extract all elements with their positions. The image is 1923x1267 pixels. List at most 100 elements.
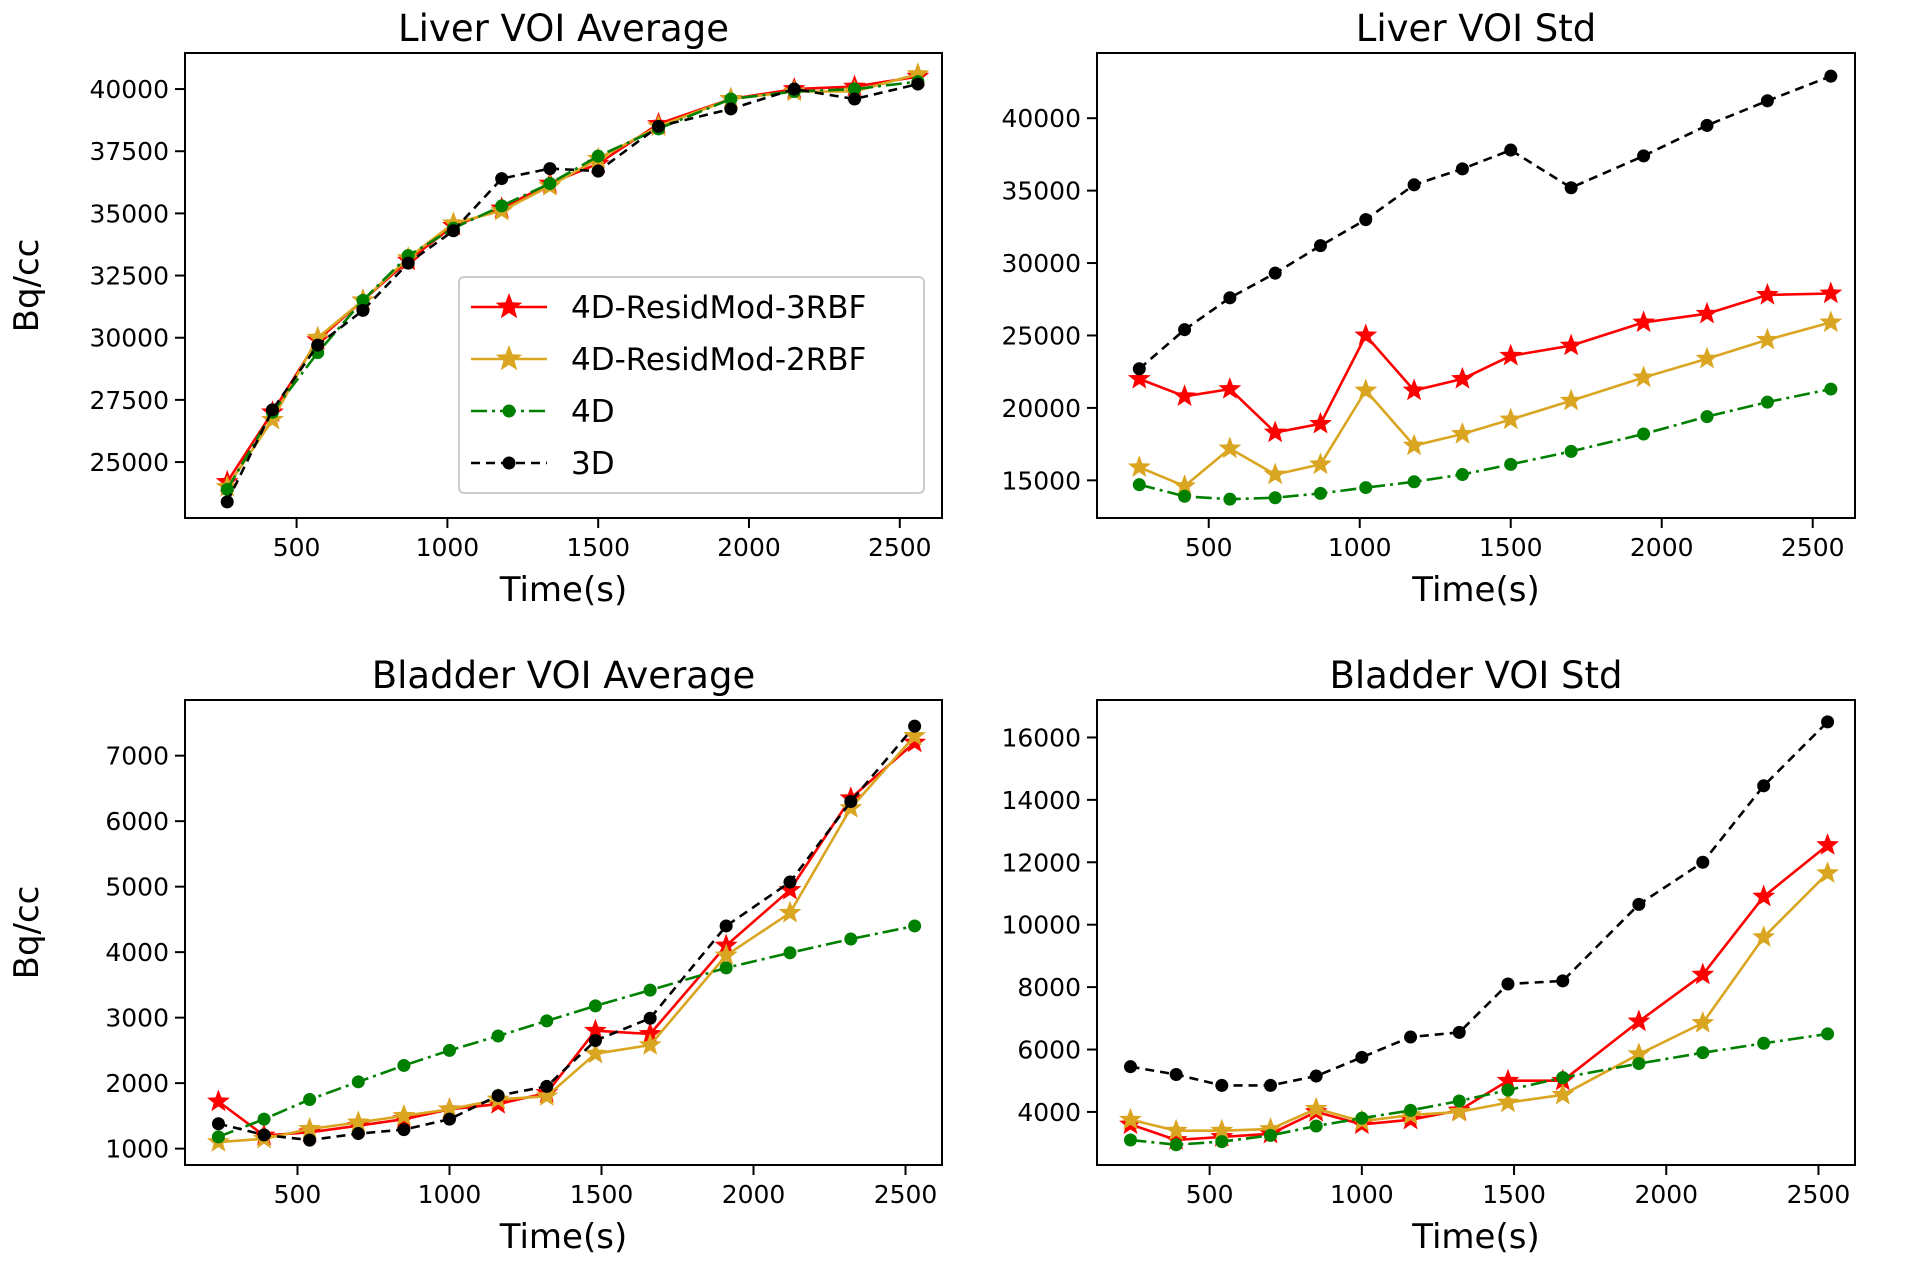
legend-entry-4d: 4D	[471, 394, 615, 430]
data-point	[783, 946, 797, 960]
data-point	[588, 999, 602, 1013]
data-point	[1404, 1103, 1418, 1117]
x-tick-label: 500	[1185, 533, 1233, 562]
series-3d	[1123, 715, 1835, 1092]
data-point	[1268, 491, 1282, 505]
data-point	[844, 795, 858, 809]
y-tick-label: 3000	[105, 1004, 169, 1033]
x-tick-label: 1000	[1330, 1180, 1394, 1209]
data-point	[1564, 444, 1578, 458]
data-point	[211, 1117, 225, 1131]
data-point	[257, 1128, 271, 1142]
x-tick-label: 1500	[570, 1180, 634, 1209]
data-point	[257, 1112, 271, 1126]
data-point	[1309, 452, 1332, 475]
data-point	[1627, 1042, 1651, 1064]
data-point	[1127, 366, 1151, 389]
data-point	[397, 1123, 411, 1137]
data-point	[1496, 1068, 1520, 1091]
x-tick-label: 1500	[1479, 533, 1543, 562]
data-point	[1263, 420, 1287, 443]
data-point	[1824, 382, 1838, 396]
series-4d	[211, 919, 922, 1144]
series-line	[1130, 844, 1829, 1142]
data-point	[1223, 291, 1237, 305]
data-point	[1313, 239, 1327, 253]
data-point	[442, 1112, 457, 1126]
x-tick-label: 2000	[1634, 1180, 1698, 1209]
data-point	[1313, 486, 1327, 500]
data-point	[1173, 384, 1196, 406]
legend-label: 4D	[571, 394, 615, 430]
series-4d-residmod-2rbf	[1127, 310, 1843, 496]
legend-marker	[502, 456, 516, 470]
data-point	[1627, 1009, 1651, 1032]
series-line	[1130, 720, 1829, 1087]
y-tick-label: 40000	[89, 75, 169, 104]
data-point	[584, 1018, 607, 1041]
series-3d	[220, 77, 925, 509]
data-point	[346, 1110, 370, 1133]
data-point	[1127, 455, 1151, 477]
data-point	[1404, 1030, 1418, 1044]
x-tick-label: 500	[273, 533, 321, 562]
y-ticks: 1000 2000 3000 4000 5000 6000 7000	[105, 742, 185, 1164]
data-point	[1132, 362, 1146, 376]
data-point	[1816, 833, 1839, 855]
data-point	[1821, 1027, 1835, 1041]
legend-label: 3D	[571, 446, 615, 482]
data-point	[778, 877, 802, 900]
data-point	[584, 1041, 607, 1064]
data-point	[1407, 178, 1421, 192]
data-point	[1123, 1060, 1137, 1074]
legend-label: 4D-ResidMod-3RBF	[571, 290, 866, 326]
y-tick-label: 4000	[1017, 1098, 1081, 1127]
data-point	[1355, 1050, 1369, 1064]
legend-marker	[495, 345, 523, 371]
data-point	[298, 1117, 322, 1139]
series-line	[1138, 292, 1831, 434]
data-point	[543, 177, 557, 191]
data-point	[1816, 861, 1839, 883]
data-point	[1304, 1096, 1328, 1119]
data-point	[491, 1089, 505, 1103]
x-tick-label: 2000	[717, 533, 781, 562]
data-point	[211, 1130, 225, 1144]
data-point	[1632, 310, 1655, 333]
data-point	[220, 482, 234, 496]
y-ticks: 15000 20000 25000 30000 35000 40000	[1001, 104, 1097, 495]
data-point	[1637, 149, 1651, 163]
data-point	[207, 1089, 230, 1112]
data-point	[638, 1022, 662, 1044]
data-point	[1691, 1011, 1715, 1033]
y-tick-label: 25000	[89, 448, 169, 477]
data-point	[778, 900, 802, 923]
data-point	[1215, 1135, 1229, 1149]
series-line	[1130, 872, 1829, 1132]
y-tick-label: 7000	[105, 742, 169, 771]
panel-liver-voi-std: Liver VOI Std Time(s) 500 1000 1500 2000 250…	[1001, 7, 1856, 610]
data-point	[1556, 974, 1570, 988]
data-point	[1359, 481, 1373, 495]
data-point	[1559, 333, 1583, 356]
data-point	[540, 1079, 554, 1093]
series-line	[226, 80, 919, 491]
data-point	[1632, 897, 1646, 911]
data-point	[1637, 427, 1651, 441]
data-point	[1407, 475, 1421, 489]
legend-box	[458, 276, 925, 494]
data-point	[1264, 1128, 1278, 1142]
data-point	[724, 102, 738, 116]
data-point	[1501, 977, 1515, 991]
axes-frame	[184, 699, 943, 1166]
data-point	[491, 1029, 505, 1043]
data-point	[1309, 1069, 1323, 1083]
data-point	[438, 1097, 461, 1119]
data-point	[1119, 1107, 1142, 1130]
data-point	[303, 1092, 317, 1107]
y-tick-label: 6000	[1017, 1036, 1081, 1065]
data-point	[1757, 779, 1771, 793]
data-point	[848, 92, 862, 106]
